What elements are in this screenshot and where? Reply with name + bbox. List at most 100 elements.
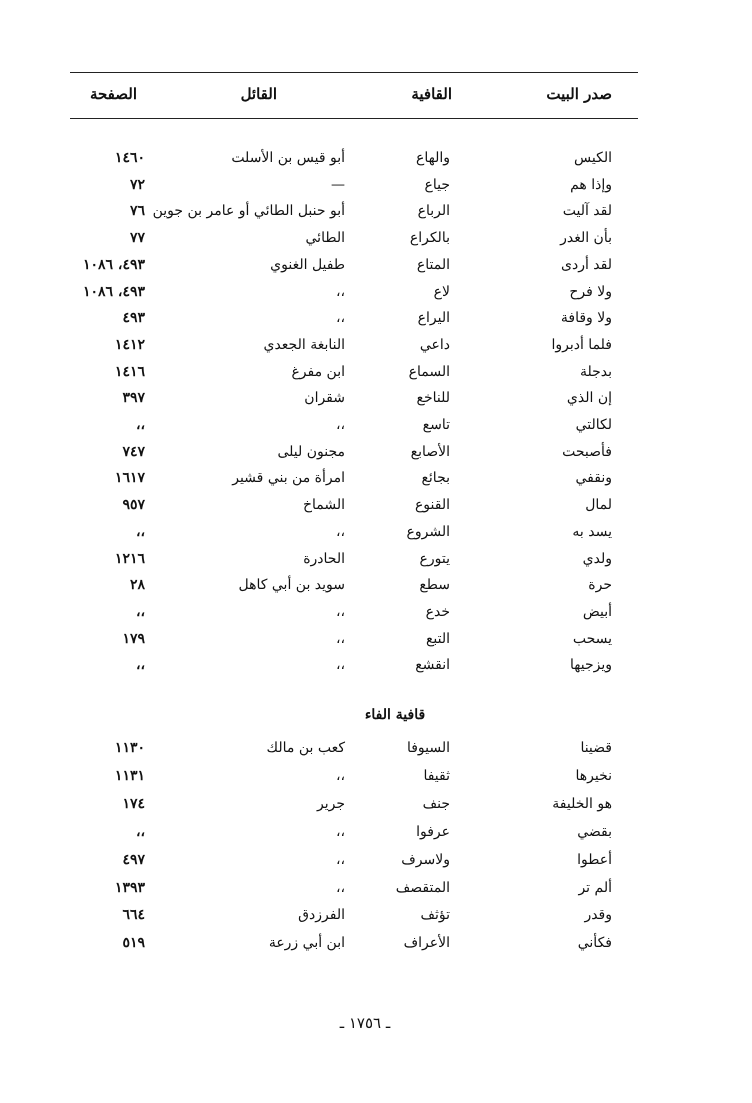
cell-page: ٣٩٧ (122, 390, 145, 407)
cell-rhyme: المتاع (416, 256, 450, 273)
cell-opening: فلما أدبروا (551, 336, 612, 353)
cell-page: ،، (135, 657, 145, 674)
cell-page: ١٣٩٣ (114, 879, 145, 896)
cell-poet: الفرزدق (298, 907, 345, 924)
cell-opening: لقد أردى (561, 256, 612, 273)
cell-page: ١٤١٢ (114, 336, 145, 353)
cell-opening: بأن الغدر (560, 230, 612, 247)
cell-rhyme: سطع (419, 577, 450, 594)
cell-rhyme: السيوفا (406, 740, 450, 756)
cell-poet: جرير (317, 795, 345, 812)
cell-rhyme: اليراع (417, 310, 450, 327)
cell-rhyme: جياع (424, 176, 451, 193)
cell-opening: ولدي (582, 550, 612, 567)
cell-opening: فأصبحت (562, 443, 612, 460)
cell-rhyme: جنف (422, 795, 450, 812)
cell-page: ،، (135, 823, 145, 840)
cell-rhyme: القنوع (414, 497, 450, 514)
cell-rhyme: خدع (425, 603, 450, 620)
cell-poet: — (331, 176, 345, 193)
cell-rhyme: المتقصف (395, 879, 450, 896)
cell-poet: كعب بن مالك (266, 740, 345, 756)
cell-rhyme: داعي (419, 336, 450, 353)
cell-rhyme: للناخع (416, 390, 451, 407)
cell-poet: ،، (335, 630, 345, 647)
cell-page: ١٧٩ (122, 630, 145, 647)
cell-page: ١١٣٠ (114, 740, 145, 756)
cell-rhyme: الشروع (406, 523, 450, 540)
header-page: الصفحة (89, 85, 137, 103)
cell-rhyme: يتورع (419, 550, 450, 567)
cell-opening: الكيس (574, 150, 612, 166)
cell-poet: ،، (335, 523, 345, 540)
top-rule (70, 72, 638, 73)
cell-poet: ،، (335, 657, 345, 674)
cell-rhyme: بالكراع (409, 230, 450, 247)
cell-page: ٩٥٧ (122, 497, 145, 514)
cell-rhyme: ولاسرف (401, 851, 450, 868)
cell-opening: وقدر (584, 907, 612, 924)
cell-opening: ولا وقافة (560, 310, 612, 327)
cell-page: ٧٧ (129, 230, 145, 247)
cell-rhyme: والهاع (416, 150, 450, 166)
cell-page: ١٤٦٠ (114, 150, 145, 166)
cell-poet: ابن مفرغ (291, 363, 345, 380)
cell-poet: ،، (335, 283, 345, 300)
cell-opening: ولا فرح (569, 283, 612, 300)
cell-page: ١٤١٦ (114, 363, 145, 380)
cell-opening: نخيرها (575, 767, 612, 784)
cell-opening: أعطوا (577, 851, 612, 868)
cell-rhyme: تؤثف (420, 907, 450, 924)
cell-poet: ،، (335, 603, 345, 620)
cell-rhyme: عرفوا (416, 823, 450, 840)
cell-poet: النابغة الجعدي (263, 336, 345, 353)
cell-rhyme: انقشع (415, 657, 450, 674)
cell-rhyme: التبع (425, 630, 450, 647)
cell-poet: الطائي (305, 230, 345, 247)
cell-rhyme: السماع (408, 363, 450, 380)
cell-poet: مجنون ليلى (277, 443, 345, 460)
cell-rhyme: الرباع (417, 203, 450, 220)
cell-rhyme: الأعراف (403, 935, 450, 952)
cell-page: ١٢١٦ (114, 550, 145, 567)
cell-poet: شقران (304, 390, 345, 407)
cell-opening: هو الخليفة (552, 795, 612, 812)
cell-opening: ألم تر (578, 879, 612, 896)
cell-opening: بدجلة (579, 363, 612, 380)
cell-poet: ،، (335, 767, 345, 784)
cell-poet: الحادرة (303, 550, 345, 567)
cell-poet: ،، (335, 310, 345, 327)
cell-poet: أبو قيس بن الأسلت (231, 150, 345, 166)
cell-poet: ،، (335, 851, 345, 868)
cell-page: ٥١٩ (122, 935, 145, 952)
cell-poet: ،، (335, 417, 345, 433)
cell-opening: حرة (588, 577, 612, 594)
header-rhyme: القافية (411, 85, 452, 103)
cell-opening: لمال (585, 497, 612, 514)
cell-page: ٢٨ (129, 577, 145, 594)
cell-rhyme: لاع (433, 283, 450, 300)
cell-opening: قضينا (580, 740, 612, 756)
cell-page: ٤٩٣ (122, 310, 145, 327)
cell-opening: بقضي (577, 823, 612, 840)
cell-poet: أبو حنبل الطائي أو عامر بن جوين (152, 203, 345, 220)
cell-page: ٧٤٧ (122, 443, 145, 460)
page-number: ـ ١٧٥٦ ـ (339, 1014, 391, 1032)
cell-page: ٦٦٤ (122, 907, 145, 924)
header-poet: القائل (240, 85, 277, 103)
cell-page: ،، (135, 417, 145, 433)
cell-opening: وإذا هم (570, 176, 612, 193)
cell-opening: يسد به (572, 523, 612, 540)
cell-rhyme: تاسع (422, 417, 450, 433)
cell-page: ٧٢ (129, 176, 145, 193)
cell-page: ١١٣١ (114, 767, 145, 784)
cell-page: ٧٦ (129, 203, 145, 220)
cell-opening: ويزجيها (570, 657, 612, 674)
header-opening: صدر البيت (546, 85, 612, 103)
cell-opening: ونقفي (575, 470, 613, 487)
cell-page: ،، (135, 603, 145, 620)
cell-opening: أبيض (582, 603, 612, 620)
cell-poet: سويد بن أبي كاهل (238, 577, 345, 594)
cell-rhyme: الأصابع (410, 443, 450, 460)
cell-poet: ابن أبي زرعة (268, 935, 345, 952)
